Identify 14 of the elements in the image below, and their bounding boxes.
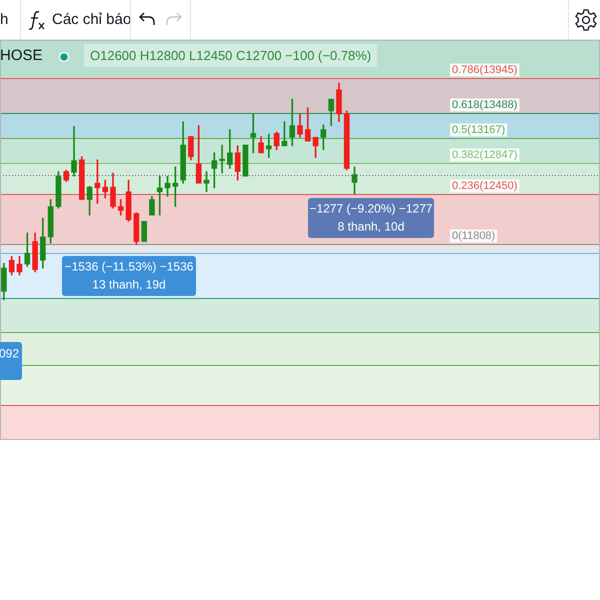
text: h <box>0 11 8 28</box>
ref-line-label: 0(11808) <box>452 230 496 242</box>
ref-line-label: 0.618(13488) <box>452 99 518 112</box>
candlestick <box>141 220 147 242</box>
annotation: −1536 (−11.53%) −1536 13 thanh, 19d <box>64 259 194 292</box>
text: Các chỉ báo <box>52 11 132 28</box>
candlestick <box>242 144 248 177</box>
annotation: HOSE <box>0 47 43 64</box>
annotation: O12600 H12800 L12450 C12700 −100 (−0.78%) <box>84 44 378 67</box>
ref-line-label: 0.5(13167) <box>452 124 506 136</box>
ref-line-label: 0.236(12450) <box>452 180 518 192</box>
ref-line-label: 0.786(13945) <box>452 64 518 76</box>
ref-line-label: 0.382(12847) <box>452 149 518 162</box>
annotation: −1277 (−9.20%) −1277 8 thanh, 10d <box>309 201 433 234</box>
